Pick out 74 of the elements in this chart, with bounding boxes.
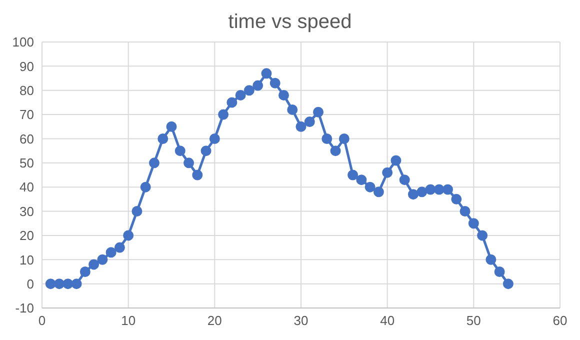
point xyxy=(330,146,341,156)
x-tick-label: 0 xyxy=(38,313,46,328)
point xyxy=(200,146,212,156)
point xyxy=(45,278,56,290)
point xyxy=(226,97,238,108)
point xyxy=(338,133,350,144)
point xyxy=(477,230,488,241)
point xyxy=(278,90,289,100)
point xyxy=(80,266,90,277)
point xyxy=(486,254,496,265)
y-tick-label: 100 xyxy=(12,34,34,50)
point xyxy=(148,158,160,168)
point xyxy=(71,278,82,290)
point xyxy=(235,90,246,100)
point xyxy=(322,133,332,144)
point xyxy=(468,218,479,229)
point xyxy=(287,104,298,115)
point xyxy=(192,170,203,180)
point xyxy=(296,121,306,132)
point xyxy=(252,80,264,91)
y-tick-label: 80 xyxy=(20,82,34,98)
point xyxy=(114,242,125,253)
y-tick-label: 30 xyxy=(20,204,34,219)
point xyxy=(451,194,462,204)
point xyxy=(313,106,324,118)
point xyxy=(209,133,220,144)
point xyxy=(166,121,177,132)
x-tick-label: 20 xyxy=(207,313,222,328)
point xyxy=(132,206,142,217)
point xyxy=(304,116,315,128)
point xyxy=(442,184,454,195)
point xyxy=(390,155,402,166)
point xyxy=(218,109,229,120)
point xyxy=(54,278,65,290)
y-tick-label: 20 xyxy=(20,228,34,244)
point xyxy=(434,184,444,195)
y-tick-label: 90 xyxy=(20,58,34,74)
x-tick-label: 30 xyxy=(294,313,308,328)
point xyxy=(373,186,384,198)
point xyxy=(364,182,376,192)
point xyxy=(140,182,151,192)
point xyxy=(399,174,410,186)
chart-title: time vs speed xyxy=(227,10,353,35)
point xyxy=(494,266,505,277)
x-tick-label: 40 xyxy=(380,313,395,328)
point xyxy=(416,186,428,198)
point xyxy=(123,230,134,241)
point xyxy=(184,158,194,168)
point xyxy=(502,278,514,290)
x-tick-label: 60 xyxy=(552,313,568,328)
x-tick-label: 50 xyxy=(466,313,481,328)
point xyxy=(425,184,436,195)
y-tick-label: 60 xyxy=(20,131,34,146)
point xyxy=(356,174,367,186)
point xyxy=(460,206,470,217)
point xyxy=(97,254,108,265)
point xyxy=(261,68,272,79)
point xyxy=(106,247,116,258)
y-tick-label: 50 xyxy=(20,156,34,171)
point xyxy=(382,167,393,178)
point xyxy=(244,85,254,96)
point xyxy=(62,278,74,290)
y-tick-label: 0 xyxy=(26,276,34,292)
point xyxy=(174,146,186,156)
point xyxy=(88,259,100,270)
y-tick-label: 70 xyxy=(20,107,34,122)
point xyxy=(270,78,280,88)
x-tick-label: 10 xyxy=(121,313,136,328)
y-tick-label: 40 xyxy=(20,180,34,195)
point xyxy=(158,133,168,144)
point xyxy=(348,170,358,180)
point xyxy=(408,189,418,200)
y-tick-label: 10 xyxy=(20,252,34,268)
y-tick-label: -10 xyxy=(15,300,34,316)
